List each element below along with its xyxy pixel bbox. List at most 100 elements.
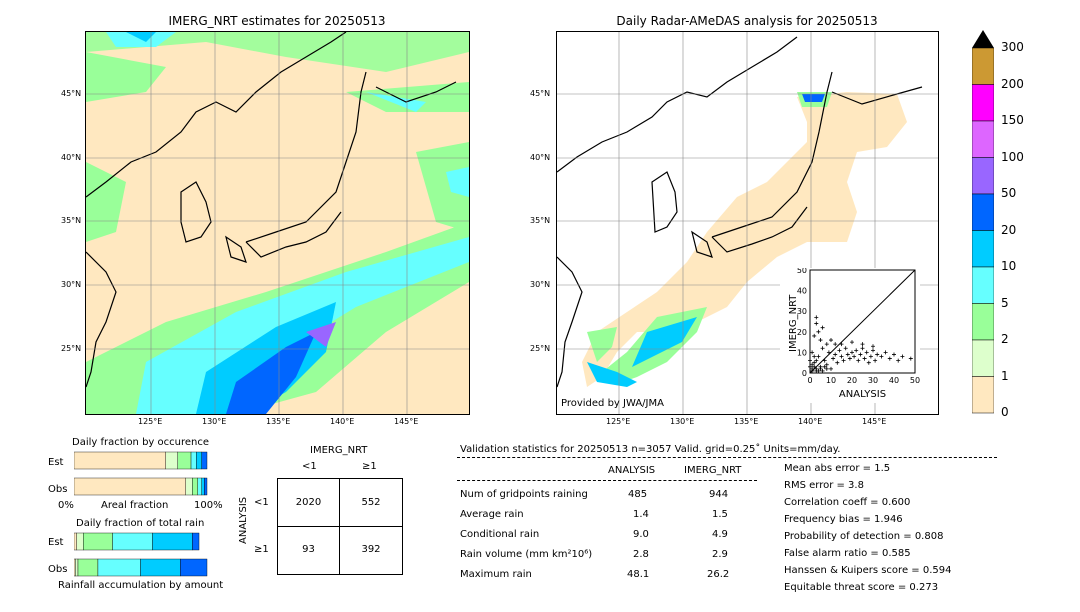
scatter-point (814, 366, 819, 371)
stats-row-label: Average rain (460, 509, 524, 520)
scatter-point (864, 350, 869, 355)
occurrence-xtick-1: 100% (194, 500, 223, 511)
stats-score: Mean abs error = 1.5 (784, 463, 891, 474)
colorbar-tick-label: 10 (1001, 259, 1017, 273)
occurrence-xlabel: Areal fraction (101, 500, 169, 511)
total-rain-segment (192, 532, 200, 551)
stats-row-imerg: 4.9 (712, 529, 728, 540)
scatter-point (833, 342, 838, 347)
colorbar-extend-arrow (972, 30, 994, 48)
total-rain-segment (97, 558, 141, 577)
scatter-point (824, 342, 829, 347)
scatter-point (820, 346, 825, 351)
left-lon-label: 135°E (266, 417, 291, 426)
scatter-point (812, 354, 817, 359)
colorbar-segment (971, 120, 995, 158)
scatter-point (812, 333, 817, 338)
scatter-point (829, 338, 833, 343)
colorbar-tick-label: 200 (1001, 76, 1024, 91)
left-lon-label: 140°E (330, 417, 355, 426)
scatter-ytick: 30 (797, 307, 807, 316)
scatter-xtick: 50 (910, 376, 920, 385)
scatter-point (824, 366, 829, 371)
scatter-point (810, 362, 815, 367)
stats-score: Hanssen & Kuipers score = 0.594 (784, 565, 952, 576)
scatter-point (820, 325, 825, 330)
stats-col-imerg: IMERG_NRT (684, 465, 742, 476)
total-rain-segment (75, 558, 79, 577)
scatter-point (826, 350, 831, 355)
colorbar-tick-label: 150 (1001, 113, 1024, 127)
contingency-cell: 93 (302, 544, 315, 555)
contingency-row-lt1: <1 (254, 497, 269, 508)
contingency-col-ge1: ≥1 (362, 461, 377, 472)
scatter-xlabel: ANALYSIS (838, 389, 887, 400)
scatter-plot: 0 10 20 30 40 50 0 10 20 30 40 50 (797, 266, 920, 385)
scatter-point (822, 358, 827, 363)
contingency-col-lt1: <1 (302, 461, 317, 472)
right-map-svg (557, 32, 938, 414)
contingency-cell: 2020 (295, 497, 322, 508)
scatter-point (810, 350, 815, 355)
colorbar-tick-label: 1 (1001, 368, 1009, 383)
occurrence-segment (177, 451, 192, 470)
total-rain-segment (77, 558, 99, 577)
right-lon-label: 135°E (734, 417, 759, 426)
scatter-point (843, 346, 848, 351)
scatter-ylabel: IMERG_NRT (788, 294, 799, 352)
occurrence-cat-est: Est (48, 457, 64, 468)
stats-row-imerg: 1.5 (712, 509, 728, 520)
scatter-point (873, 358, 878, 363)
right-lat-label: 25°N (530, 344, 551, 353)
occurrence-segment (196, 451, 202, 470)
left-lat-label: 25°N (61, 344, 82, 353)
stats-score: Probability of detection = 0.808 (784, 531, 944, 542)
left-map (85, 31, 470, 415)
stats-col-divider (457, 480, 757, 481)
total-rain-segment (83, 532, 113, 551)
right-lat-label: 40°N (530, 153, 551, 162)
left-map-svg (86, 32, 469, 414)
colorbar-tick-label: 2 (1001, 332, 1009, 346)
scatter-point (810, 368, 815, 373)
right-lon-label: 125°E (606, 417, 631, 426)
occurrence-segment (204, 477, 208, 496)
data-credit: Provided by JWA/JMA (561, 398, 664, 409)
scatter-point (818, 338, 823, 343)
scatter-point (850, 340, 854, 345)
contingency-row-title: ANALYSIS (238, 496, 249, 544)
scatter-point (831, 356, 836, 361)
occurrence-segment (185, 477, 193, 496)
stats-row-imerg: 944 (709, 489, 729, 500)
scatter-point (837, 348, 842, 353)
stats-row-imerg: 2.9 (712, 549, 728, 560)
colorbar-segment (971, 157, 995, 195)
scatter-point (829, 366, 833, 371)
scatter-point (854, 348, 859, 353)
stats-score: False alarm ratio = 0.585 (784, 548, 911, 559)
scatter-point (896, 358, 901, 363)
scatter-xtick: 0 (807, 376, 812, 385)
colorbar-segment (971, 193, 995, 231)
scatter-point (871, 348, 875, 353)
occurrence-title: Daily fraction by occurence (72, 437, 210, 448)
scatter-ytick: 10 (797, 348, 807, 357)
scatter-point (814, 358, 819, 363)
stats-score: Correlation coeff = 0.600 (784, 497, 911, 508)
colorbar-tick-label: 300 (1001, 40, 1024, 54)
scatter-diagonal (809, 269, 916, 374)
scatter-panel: 0 10 20 30 40 50 0 10 20 30 40 50 (780, 266, 920, 403)
scatter-point (812, 364, 817, 369)
left-lat-label: 35°N (61, 216, 82, 225)
left-lon-label: 145°E (394, 417, 419, 426)
scatter-point (879, 354, 884, 359)
scatter-point (868, 354, 873, 359)
occurrence-bars (74, 451, 208, 496)
scatter-point (862, 356, 867, 361)
contingency-title: IMERG_NRT (310, 445, 368, 456)
total-rain-bars (74, 532, 208, 577)
occurrence-segment (201, 451, 208, 470)
colorbar-segment (971, 47, 995, 85)
scatter-point (841, 358, 846, 363)
total-rain-cat-obs: Obs (48, 564, 68, 575)
